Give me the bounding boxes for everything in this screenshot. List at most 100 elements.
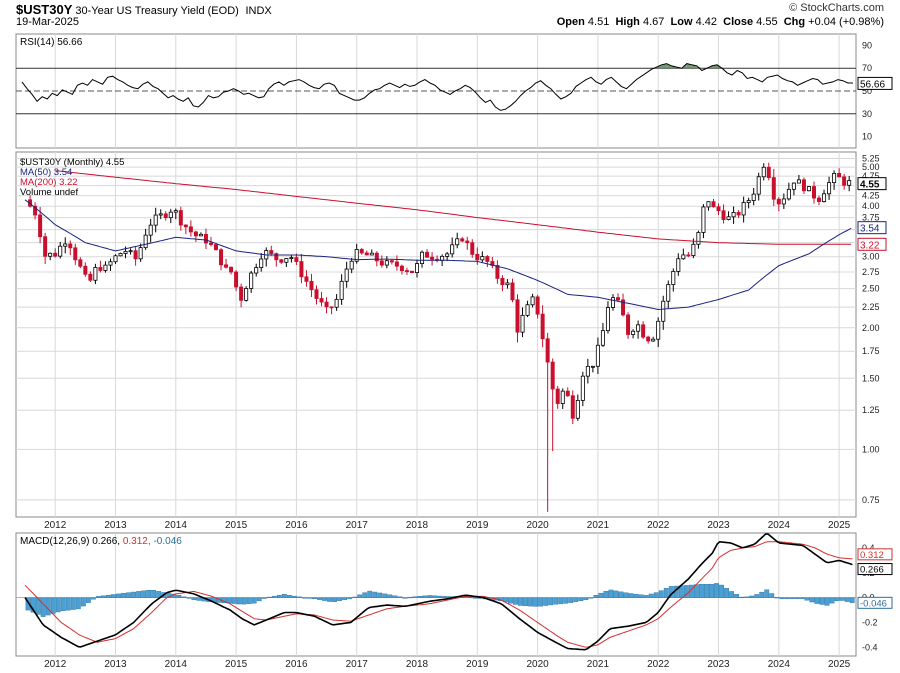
candle-body xyxy=(163,213,168,219)
price-legend-ma50: MA(50) 3.54 xyxy=(20,167,72,178)
macd-histogram-bar xyxy=(528,597,533,607)
panel-frame xyxy=(15,532,857,657)
macd-panel: 2012 2013 2014 2015 2016 2017 2018 2019 2020 2021… xyxy=(15,532,893,670)
candle-body xyxy=(193,231,198,237)
macd-histogram-bar xyxy=(40,597,46,617)
macd-histogram-bar xyxy=(362,592,368,598)
candle-body xyxy=(847,180,852,186)
candle-body xyxy=(369,252,374,256)
candle-body xyxy=(817,197,822,202)
candle-body xyxy=(319,298,324,303)
candle-body xyxy=(58,245,63,257)
macd-histogram-bar xyxy=(467,596,473,599)
macd-histogram-bar xyxy=(417,596,423,598)
candle-body xyxy=(88,273,93,281)
macd-histogram-bar xyxy=(312,597,317,599)
candle-body xyxy=(721,210,726,220)
macd-histogram-bar xyxy=(794,597,800,599)
candle-body xyxy=(465,240,470,244)
macd-histogram-bar xyxy=(849,597,855,603)
candle-body xyxy=(374,252,379,262)
macd-histogram-bar xyxy=(633,593,639,598)
macd-histogram-bar xyxy=(568,597,574,603)
candle-body xyxy=(239,286,244,301)
macd-histogram-bar xyxy=(829,597,835,604)
candle-body xyxy=(274,253,279,261)
macd-histogram-bar xyxy=(513,597,518,605)
macd-histogram-bar xyxy=(442,596,448,598)
rsi-last-value-box xyxy=(857,76,893,90)
rsi-line xyxy=(21,63,853,111)
candle-body xyxy=(555,388,560,404)
macd-histogram-bar xyxy=(638,594,644,598)
macd-histogram-bar xyxy=(297,596,302,598)
candle-body xyxy=(626,314,631,335)
candle-body xyxy=(585,365,590,377)
candle-body xyxy=(244,288,249,301)
candle-body xyxy=(299,261,304,278)
candle-body xyxy=(409,270,414,274)
x-tick-label: 2024 xyxy=(768,659,791,670)
macd-histogram-bar xyxy=(749,595,755,598)
candle-body xyxy=(535,296,540,315)
price-y-tick: 1.50 xyxy=(862,373,880,383)
macd-histogram-bar xyxy=(588,597,594,599)
macd-histogram-bar xyxy=(583,597,589,601)
candle-body xyxy=(153,214,158,226)
candle-body xyxy=(701,206,706,233)
candle-body xyxy=(595,344,600,367)
macd-histogram-bar xyxy=(191,597,197,601)
rsi-y-tick: 50 xyxy=(862,86,872,96)
candle-body xyxy=(550,361,555,390)
macd-line xyxy=(24,533,853,651)
candle-body xyxy=(761,166,766,178)
candle-body xyxy=(450,244,455,255)
stockcharts-brand[interactable]: © StockCharts.com xyxy=(789,2,884,14)
macd-last-macd-value: 0.266 xyxy=(860,565,884,576)
candle-body xyxy=(706,201,711,208)
candle-body xyxy=(736,212,741,216)
macd-histogram-bar xyxy=(814,597,820,604)
macd-histogram-bar xyxy=(55,597,61,613)
macd-histogram-bar xyxy=(70,597,76,610)
macd-histogram-bar xyxy=(116,593,121,598)
macd-histogram-bar xyxy=(663,588,669,598)
candle-body xyxy=(776,198,781,205)
macd-histogram-bar xyxy=(35,597,41,615)
x-tick-label: 2019 xyxy=(466,659,489,670)
candle-body xyxy=(229,266,234,273)
macd-histogram-bar xyxy=(578,597,584,601)
candle-body xyxy=(354,249,359,262)
candle-body xyxy=(545,338,550,363)
macd-histogram-bar xyxy=(533,597,538,607)
macd-histogram-bar xyxy=(75,597,81,610)
macd-histogram-bar xyxy=(603,591,609,598)
price-y-tick: 5.00 xyxy=(862,162,880,172)
macd-histogram-bar xyxy=(553,597,559,605)
candle-body xyxy=(329,306,334,309)
open-value: 4.51 xyxy=(587,16,610,28)
candle-body xyxy=(570,395,575,419)
candle-body xyxy=(510,282,515,301)
macd-histogram-bar xyxy=(146,589,152,598)
candle-body xyxy=(213,244,218,251)
macd-histogram-bar xyxy=(819,597,825,605)
candle-body xyxy=(605,307,610,332)
macd-histogram-bar xyxy=(834,597,840,601)
candle-body xyxy=(560,390,565,404)
candle-body xyxy=(143,234,148,249)
macd-histogram-bar xyxy=(432,595,438,598)
price-y-tick: 0.75 xyxy=(862,495,880,505)
candle-body xyxy=(123,250,128,254)
candle-body xyxy=(364,252,369,256)
price-legend-volume: Volume undef xyxy=(20,187,78,198)
macd-histogram-bar xyxy=(176,594,182,598)
candle-body xyxy=(399,265,404,272)
macd-histogram-bar xyxy=(101,595,106,598)
candle-body xyxy=(681,254,686,260)
candle-body xyxy=(425,251,430,258)
candle-body xyxy=(445,253,450,257)
macd-histogram-bar xyxy=(231,597,237,604)
candle-body xyxy=(711,201,716,208)
